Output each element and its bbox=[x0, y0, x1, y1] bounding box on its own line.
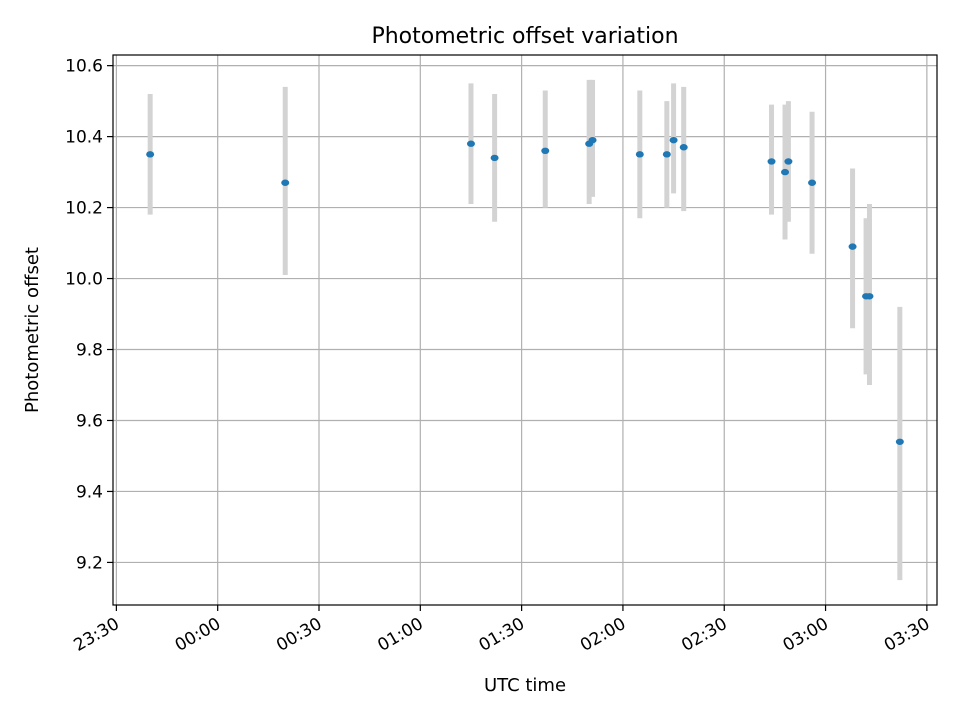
x-tick-label: 03:00 bbox=[780, 614, 832, 656]
y-tick-label: 10.0 bbox=[65, 270, 103, 290]
y-tick-label: 9.4 bbox=[76, 482, 103, 502]
data-point bbox=[669, 136, 678, 144]
y-axis-label: Photometric offset bbox=[22, 247, 43, 413]
data-point bbox=[635, 151, 644, 158]
y-tick-label: 9.6 bbox=[76, 411, 103, 431]
data-point bbox=[146, 151, 155, 158]
data-point bbox=[662, 151, 671, 158]
data-point bbox=[784, 158, 793, 165]
x-tick-label: 03:30 bbox=[881, 614, 933, 656]
data-points bbox=[146, 136, 904, 445]
y-tick-label: 9.8 bbox=[76, 341, 103, 361]
data-point bbox=[281, 179, 290, 186]
data-point bbox=[895, 438, 904, 445]
grid bbox=[113, 55, 937, 605]
chart-title: Photometric offset variation bbox=[371, 24, 678, 49]
data-point bbox=[588, 136, 597, 144]
x-tick-label: 01:00 bbox=[374, 614, 426, 656]
data-point bbox=[679, 144, 688, 151]
data-point bbox=[865, 293, 874, 300]
x-axis-label: UTC time bbox=[484, 675, 566, 696]
data-point bbox=[781, 168, 790, 176]
x-tick-label: 02:00 bbox=[577, 614, 629, 656]
y-tick-label: 10.2 bbox=[65, 199, 103, 219]
y-axis-ticks: 9.2 9.4 9.6 9.8 10.0 10.2 10.4 10.6 bbox=[65, 57, 113, 573]
error-bars bbox=[147, 79, 903, 581]
y-tick-label: 10.6 bbox=[65, 57, 103, 77]
y-tick-label: 10.4 bbox=[65, 128, 103, 148]
plot-frame bbox=[112, 54, 938, 606]
data-point bbox=[490, 154, 499, 162]
x-tick-label: 00:00 bbox=[172, 614, 224, 656]
data-point bbox=[541, 147, 550, 155]
data-point bbox=[808, 179, 817, 186]
x-axis-ticks: 23:30 00:00 00:30 01:00 01:30 02:00 02:30 03:00… bbox=[70, 605, 933, 656]
x-tick-label: 00:30 bbox=[273, 614, 325, 656]
x-tick-label: 02:30 bbox=[678, 614, 730, 656]
data-point bbox=[848, 243, 857, 250]
y-tick-label: 9.2 bbox=[76, 553, 103, 573]
data-point bbox=[466, 140, 475, 147]
x-tick-label: 23:30 bbox=[70, 614, 122, 656]
data-point bbox=[767, 158, 776, 165]
x-tick-label: 01:30 bbox=[476, 614, 528, 656]
